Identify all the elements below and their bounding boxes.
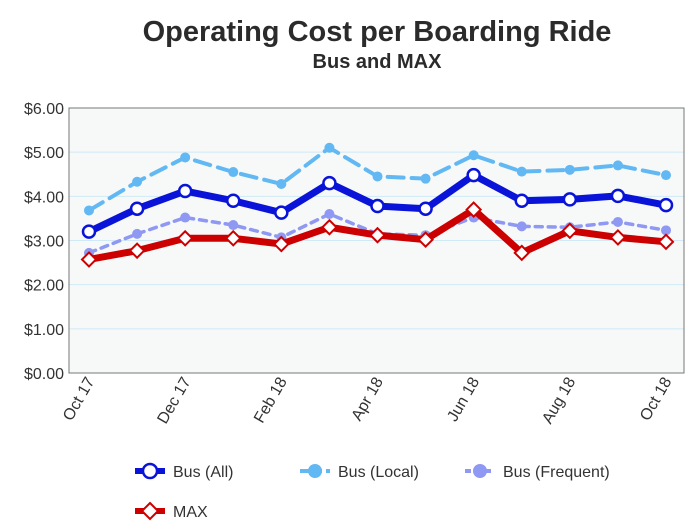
series-layer — [80, 142, 675, 268]
data-point — [80, 251, 98, 268]
series-max — [80, 201, 675, 268]
data-point — [226, 193, 241, 208]
data-point — [276, 178, 287, 189]
legend-marker — [141, 462, 159, 480]
data-point — [612, 160, 623, 171]
x-tick-label: Dec 17 — [155, 374, 195, 426]
data-point — [609, 228, 627, 246]
data-point — [176, 229, 194, 247]
y-tick-label: $4.00 — [24, 189, 64, 206]
data-point — [561, 222, 579, 240]
y-tick-label: $0.00 — [24, 366, 64, 383]
legend-marker — [140, 501, 160, 521]
data-point — [132, 176, 143, 187]
data-point — [132, 228, 143, 239]
data-point — [272, 235, 290, 253]
data-point — [177, 183, 193, 199]
data-point — [516, 221, 527, 232]
data-point — [661, 225, 671, 236]
y-tick-label: $2.00 — [24, 278, 64, 295]
data-point — [468, 150, 479, 161]
y-tick-label: $1.00 — [24, 322, 64, 339]
data-point — [610, 188, 626, 204]
data-point — [324, 142, 335, 153]
data-point — [81, 224, 97, 239]
data-point — [228, 220, 239, 231]
legend-item[interactable]: Bus (Local) — [300, 464, 419, 481]
data-point — [466, 167, 481, 183]
y-tick-label: $5.00 — [24, 145, 64, 162]
data-point — [657, 233, 675, 251]
data-point — [180, 152, 191, 163]
data-point — [418, 201, 433, 216]
data-point — [562, 192, 578, 207]
data-point — [514, 193, 529, 208]
x-tick-label: Aug 18 — [539, 374, 579, 427]
legend-item[interactable]: MAX — [135, 501, 208, 521]
plot-frame — [68, 107, 685, 374]
series-bus-all — [81, 167, 674, 239]
data-point — [661, 170, 671, 181]
data-point — [129, 201, 145, 216]
data-point — [658, 197, 674, 213]
legend-label: Bus (All) — [173, 464, 233, 481]
legend-label: Bus (Frequent) — [503, 464, 610, 481]
data-point — [465, 201, 483, 218]
x-tick-label: Oct 17 — [60, 374, 98, 423]
data-point — [564, 164, 575, 175]
legend: Bus (All) Bus (Local) Bus (Frequent) MAX — [135, 462, 610, 521]
x-tick-label: Apr 18 — [349, 374, 387, 423]
legend-item[interactable]: Bus (All) — [135, 462, 233, 481]
data-point — [180, 212, 191, 223]
data-point — [612, 216, 623, 227]
data-point — [370, 198, 385, 214]
data-point — [321, 218, 338, 236]
legend-marker — [308, 464, 322, 478]
x-tick-label: Oct 18 — [637, 374, 675, 423]
data-point — [372, 171, 383, 182]
data-point — [513, 244, 531, 262]
data-point — [369, 226, 386, 244]
x-tick-label: Jun 18 — [444, 374, 483, 424]
legend-label: MAX — [173, 504, 208, 521]
data-point — [224, 229, 242, 247]
x-tick-label: Feb 18 — [251, 374, 291, 426]
chart-subtitle: Bus and MAX — [313, 51, 443, 73]
chart-title: Operating Cost per Boarding Ride — [143, 16, 612, 48]
data-point — [84, 205, 94, 216]
y-tick-label: $3.00 — [24, 234, 64, 251]
data-point — [420, 173, 431, 184]
legend-item[interactable]: Bus (Frequent) — [465, 464, 610, 481]
data-point — [324, 209, 335, 219]
data-point — [322, 175, 337, 191]
data-point — [417, 231, 434, 249]
data-point — [274, 205, 289, 220]
y-tick-label: $6.00 — [24, 101, 64, 118]
legend-label: Bus (Local) — [338, 464, 419, 481]
data-point — [516, 166, 527, 177]
legend-marker — [473, 464, 487, 478]
data-point — [228, 167, 239, 178]
data-point — [128, 242, 146, 260]
series-bus-local — [84, 142, 671, 216]
